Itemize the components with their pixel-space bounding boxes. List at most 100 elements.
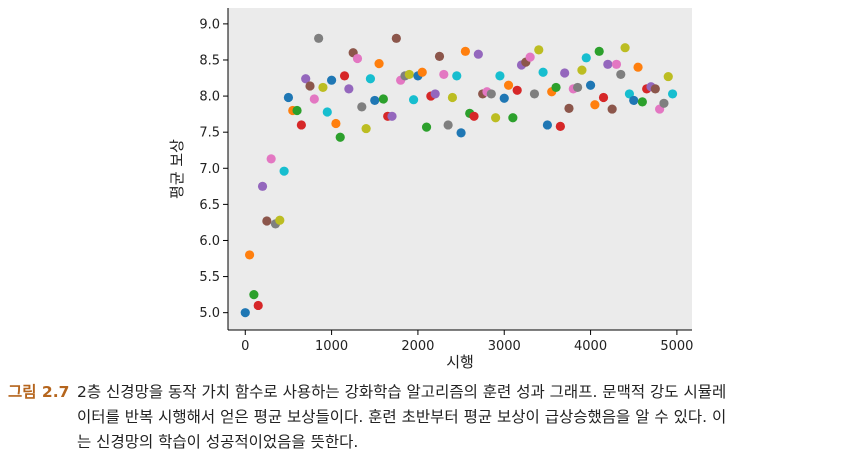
point	[577, 65, 587, 75]
caption-line: 2층 신경망을 동작 가치 함수로 사용하는 강화학습 알고리즘의 훈련 성과 …	[77, 383, 727, 401]
caption-line: 이터를 반복 시행해서 얻은 평균 보상들이다. 훈련 초반부터 평균 보상이 …	[77, 408, 727, 426]
point	[335, 132, 345, 142]
point	[378, 94, 388, 104]
point	[611, 59, 622, 69]
point	[409, 95, 419, 105]
point	[439, 69, 449, 80]
point	[318, 82, 328, 93]
point	[659, 98, 669, 108]
point	[257, 181, 268, 191]
point	[650, 84, 660, 94]
y-axis-label: 평균 보상	[168, 139, 186, 199]
point	[430, 89, 440, 99]
point	[503, 80, 514, 90]
point	[585, 80, 596, 90]
point	[529, 89, 540, 99]
point	[667, 89, 678, 99]
x-tick-label: 5000	[660, 339, 693, 354]
point	[240, 308, 250, 318]
point	[564, 103, 574, 113]
point	[456, 128, 466, 138]
point	[469, 111, 479, 121]
point	[452, 71, 462, 81]
point	[387, 111, 397, 121]
y-tick-label: 8.0	[199, 90, 220, 105]
point	[663, 71, 673, 82]
point	[598, 92, 609, 103]
point	[620, 43, 630, 53]
y-tick-label: 6.5	[199, 198, 220, 213]
y-tick-label: 9.0	[199, 17, 220, 32]
point	[322, 107, 332, 117]
point	[443, 120, 453, 130]
point	[624, 89, 635, 99]
x-tick-label: 2000	[401, 339, 434, 354]
point	[275, 215, 285, 225]
plot-area	[228, 8, 692, 330]
caption-label: 그림 2.7	[8, 383, 70, 401]
point	[473, 49, 483, 59]
point	[374, 58, 384, 69]
point	[486, 89, 496, 99]
point	[326, 75, 337, 85]
point	[283, 92, 294, 103]
point	[538, 67, 548, 77]
point	[560, 68, 570, 78]
point	[616, 69, 626, 80]
point	[404, 69, 414, 80]
point	[292, 105, 302, 116]
y-tick-label: 8.5	[199, 53, 220, 68]
x-tick-label: 0	[241, 339, 249, 354]
y-tick-label: 7.5	[199, 126, 220, 141]
point	[253, 300, 263, 311]
point	[305, 81, 315, 91]
point	[357, 102, 367, 112]
point	[525, 52, 535, 62]
point	[512, 85, 522, 95]
point	[555, 121, 565, 132]
point	[629, 95, 639, 106]
point	[296, 120, 306, 130]
point	[262, 216, 272, 226]
point	[421, 122, 432, 132]
point	[495, 71, 505, 81]
chart: 시행 평균 보상 5.0 5.5 6.0 6.5 7.0 7.5 8.0 8.5 9.0 0 100…	[168, 8, 693, 371]
point	[607, 104, 617, 114]
point	[309, 94, 319, 104]
point	[370, 95, 380, 106]
point	[551, 82, 561, 93]
point	[249, 290, 259, 300]
point	[603, 59, 613, 69]
point	[633, 62, 643, 72]
point	[352, 53, 363, 64]
y-tick-label: 5.5	[199, 270, 220, 285]
point	[590, 100, 600, 110]
point	[266, 154, 276, 164]
point	[508, 113, 518, 123]
point	[417, 67, 427, 77]
point	[361, 123, 371, 134]
x-tick-label: 4000	[574, 339, 607, 354]
x-axis-label: 시행	[446, 353, 474, 371]
point	[491, 113, 501, 123]
y-tick-label: 5.0	[199, 306, 220, 321]
point	[573, 82, 583, 93]
caption-text: 2층 신경망을 동작 가치 함수로 사용하는 강화학습 알고리즘의 훈련 성과 …	[77, 380, 726, 455]
point	[344, 84, 354, 94]
point	[331, 118, 341, 129]
y-tick-label: 7.0	[199, 162, 220, 177]
point	[534, 45, 544, 55]
point	[279, 166, 289, 176]
point	[447, 92, 458, 103]
point	[460, 46, 470, 56]
point	[301, 74, 311, 84]
caption-line: 는 신경망의 학습이 성공적이었음을 뜻한다.	[77, 433, 359, 451]
point	[542, 120, 553, 130]
x-tick-label: 1000	[315, 339, 348, 354]
point	[339, 71, 350, 81]
point	[314, 33, 324, 43]
point	[365, 74, 376, 84]
point	[499, 93, 509, 103]
point	[581, 53, 591, 63]
